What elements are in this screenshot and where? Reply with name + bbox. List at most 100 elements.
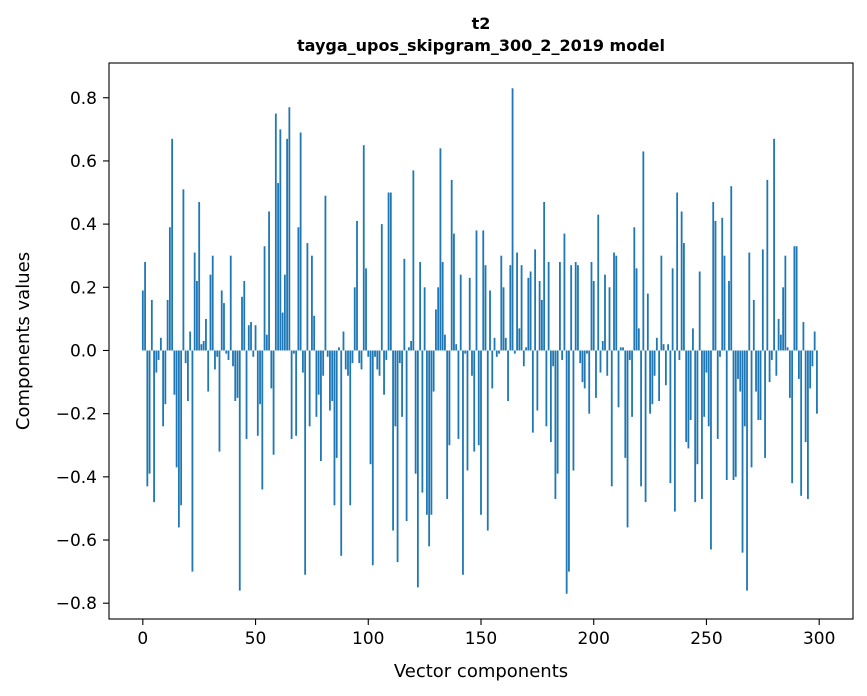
bar-component-180 (547, 262, 550, 351)
bar-component-73 (306, 243, 309, 351)
bar-component-182 (552, 350, 555, 367)
plot-frame (108, 62, 854, 620)
bar-component-213 (622, 347, 624, 351)
bar-component-97 (360, 350, 363, 370)
bar-component-224 (646, 293, 649, 351)
bar-component-150 (480, 350, 482, 515)
x-tick-label: 300 (803, 629, 835, 649)
bar-component-26 (200, 344, 203, 351)
bar-component-151 (482, 230, 485, 351)
bar-component-271 (752, 299, 755, 351)
x-tick-label: 200 (578, 629, 610, 649)
bar-component-292 (800, 350, 803, 496)
bar-component-116 (403, 258, 406, 351)
bar-component-257 (721, 217, 724, 351)
bar-component-275 (761, 249, 764, 351)
bar-component-100 (367, 350, 370, 357)
bar-component-105 (378, 350, 381, 376)
bar-component-173 (531, 350, 534, 433)
bar-component-222 (642, 151, 645, 351)
bar-component-44 (241, 296, 243, 351)
bar-component-61 (279, 129, 282, 351)
bar-component-132 (439, 148, 442, 351)
bar-component-291 (797, 350, 800, 379)
bar-component-90 (344, 350, 347, 370)
bar-component-232 (664, 350, 667, 386)
y-tick-label: −0.2 (56, 405, 97, 425)
x-axis-label: Vector components (394, 661, 568, 682)
bar-component-108 (385, 350, 388, 360)
bar-component-124 (421, 350, 424, 493)
bar-component-235 (671, 268, 674, 351)
bar-component-101 (369, 350, 372, 465)
bar-component-78 (317, 350, 320, 395)
bar-component-76 (313, 315, 316, 351)
x-tick-label: 250 (690, 629, 722, 649)
bar-component-262 (732, 350, 735, 480)
bar-component-98 (362, 145, 365, 351)
bar-component-251 (707, 350, 710, 427)
bar-component-58 (272, 350, 275, 455)
bar-component-70 (299, 132, 302, 351)
bar-component-137 (450, 179, 453, 351)
bar-component-72 (304, 350, 307, 575)
bar-component-274 (759, 350, 762, 420)
bar-component-120 (412, 170, 415, 351)
bar-component-157 (495, 350, 498, 357)
bar-component-42 (236, 350, 239, 398)
bar-component-55 (265, 334, 268, 351)
bar-component-119 (410, 341, 413, 351)
bar-component-226 (651, 350, 654, 405)
bar-component-131 (437, 287, 440, 351)
bar-component-25 (198, 202, 201, 351)
bar-component-50 (254, 325, 257, 351)
bar-component-276 (764, 350, 766, 458)
bar-component-203 (599, 350, 602, 373)
bar-component-27 (202, 341, 205, 351)
bar-component-91 (347, 350, 349, 376)
bar-component-200 (592, 280, 595, 351)
bar-component-204 (601, 341, 604, 351)
bar-component-216 (628, 350, 631, 360)
bar-component-17 (180, 350, 183, 506)
chart-subtitle: tayga_upos_skipgram_300_2_2019 model (297, 36, 665, 55)
bar-component-18 (182, 189, 185, 351)
bar-component-230 (660, 255, 663, 351)
bar-component-263 (734, 350, 737, 477)
bar-component-289 (793, 246, 796, 351)
bar-component-54 (263, 246, 266, 351)
y-tick-label: 0.6 (70, 152, 97, 172)
bar-component-129 (432, 350, 435, 392)
bar-component-162 (507, 350, 509, 402)
y-axis-ticks: −0.8 −0.6 −0.4 −0.2 0.0 0.2 0.4 0.6 0.8 (56, 89, 109, 614)
bar-component-19 (184, 350, 187, 364)
bar-component-109 (387, 192, 390, 351)
bar-component-127 (428, 350, 431, 547)
bar-component-66 (290, 350, 293, 439)
bar-component-115 (401, 350, 403, 417)
bar-component-246 (696, 350, 699, 465)
bar-component-135 (446, 350, 449, 499)
bar-component-80 (322, 350, 325, 376)
bar-component-87 (338, 347, 340, 351)
bar-component-278 (768, 350, 771, 383)
bar-component-255 (716, 350, 719, 439)
bar-component-121 (414, 350, 417, 474)
bar-component-171 (527, 277, 530, 351)
bar-component-233 (667, 344, 670, 351)
bar-component-110 (389, 192, 392, 351)
y-axis-label: Components values (13, 252, 34, 430)
bar-component-45 (243, 280, 246, 351)
bar-component-30 (209, 274, 212, 351)
bar-component-147 (473, 350, 476, 452)
bar-component-40 (232, 350, 234, 367)
bar-component-152 (484, 265, 487, 351)
bar-component-209 (613, 252, 615, 351)
bar-component-161 (504, 337, 507, 351)
bar-component-267 (743, 350, 746, 427)
bar-component-106 (380, 224, 383, 351)
bar-component-181 (549, 350, 552, 443)
bar-component-158 (498, 350, 500, 354)
bar-component-220 (637, 328, 640, 351)
